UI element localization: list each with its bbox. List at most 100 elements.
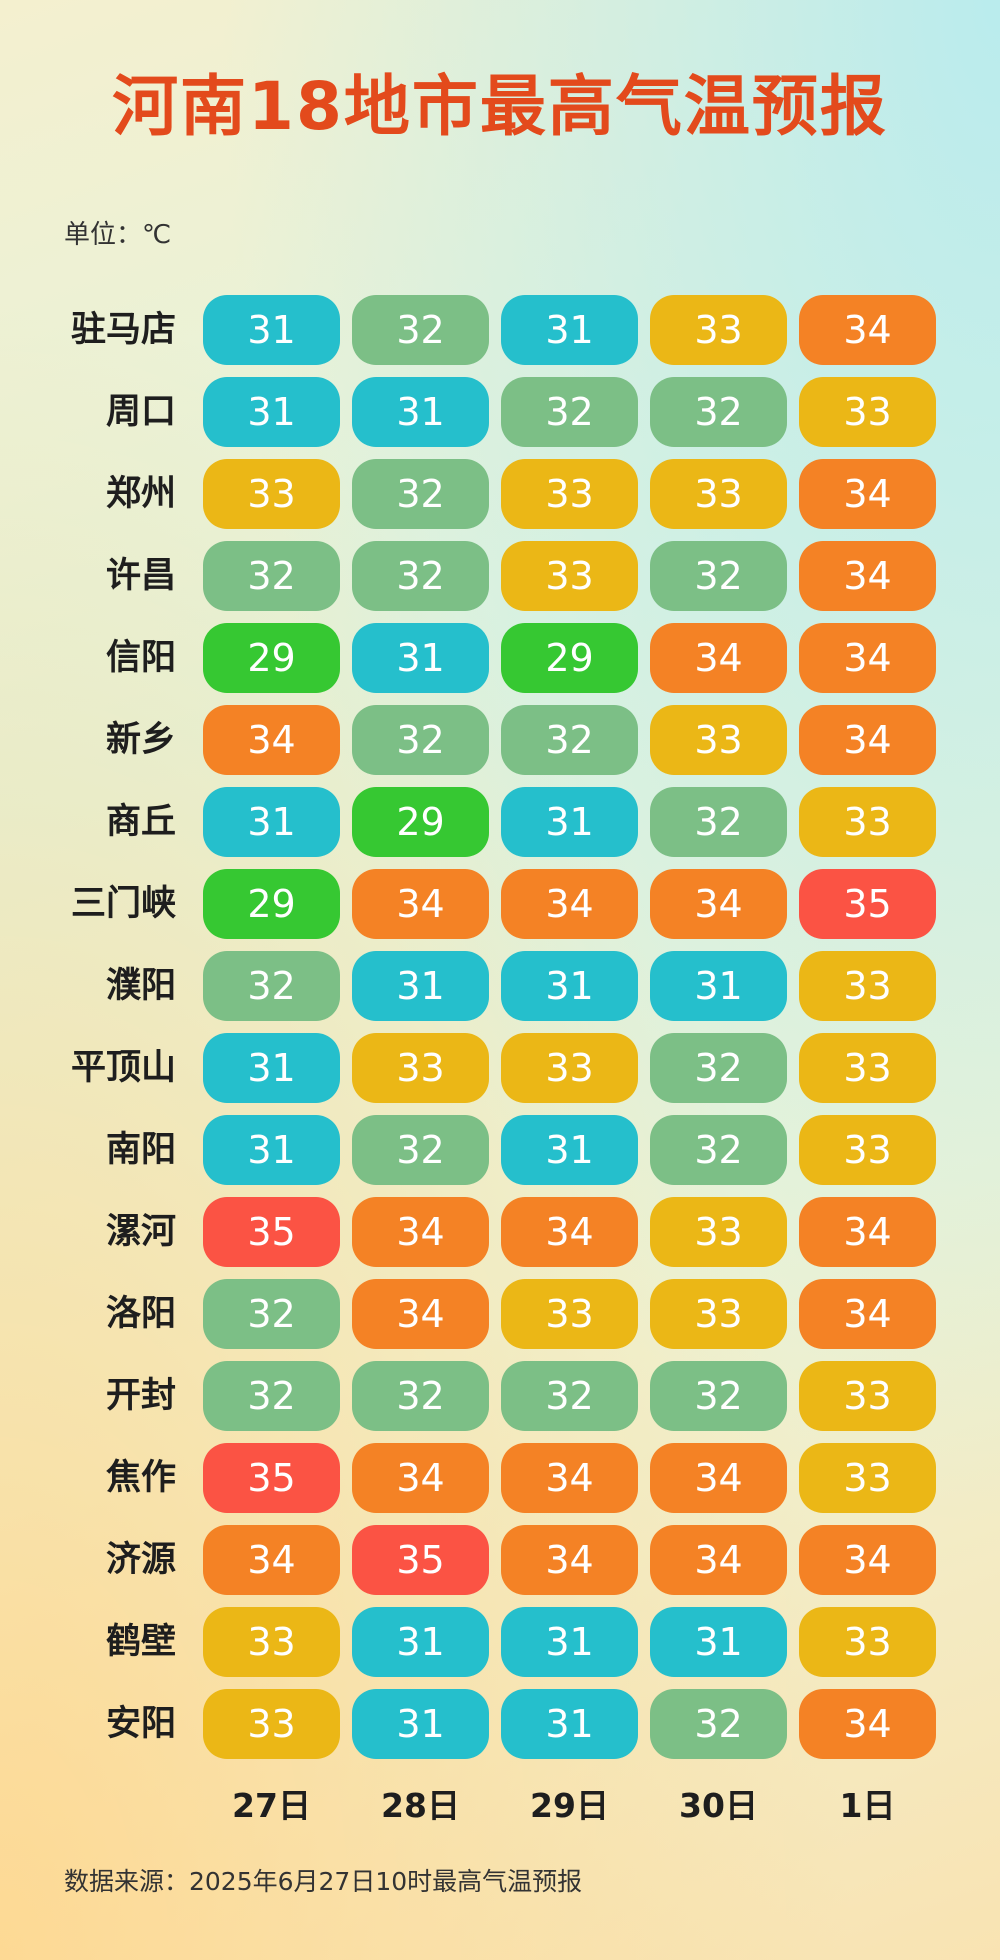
temperature-cell: 32 [203,1279,340,1349]
temperature-cell: 33 [799,1607,936,1677]
city-row: 濮阳 32 31 31 31 33 [0,951,1000,1021]
temperature-cell: 33 [799,951,936,1021]
city-row: 南阳 31 32 31 32 33 [0,1115,1000,1185]
unit-label: 单位：℃ [64,220,172,250]
temperature-cell: 33 [799,1115,936,1185]
temperature-cell: 33 [650,295,787,365]
city-label: 信阳 [105,638,176,678]
city-label: 许昌 [105,556,176,596]
city-row: 周口 31 31 32 32 33 [0,377,1000,447]
temperature-cell: 32 [650,1689,787,1759]
temperature-cell: 31 [352,623,489,693]
city-label: 开封 [105,1376,176,1416]
city-label: 三门峡 [70,884,176,924]
temperature-cell: 32 [203,1361,340,1431]
temperature-cell: 32 [650,541,787,611]
temperature-cell: 32 [352,705,489,775]
city-label: 焦作 [105,1458,176,1498]
temperature-cell: 34 [799,1525,936,1595]
temperature-cell: 34 [352,1197,489,1267]
temperature-cell: 35 [352,1525,489,1595]
city-row: 新乡 34 32 32 33 34 [0,705,1000,775]
temperature-cell: 29 [352,787,489,857]
temperature-cell: 31 [501,1689,638,1759]
temperature-cell: 34 [501,869,638,939]
city-row: 郑州 33 32 33 33 34 [0,459,1000,529]
temperature-cell: 32 [650,1115,787,1185]
temperature-cell: 33 [799,1033,936,1103]
temperature-cell: 34 [799,295,936,365]
temperature-cell: 34 [352,1443,489,1513]
city-row: 洛阳 32 34 33 33 34 [0,1279,1000,1349]
city-row: 商丘 31 29 31 32 33 [0,787,1000,857]
date-axis: 27日 28日 29日 30日 1日 [0,1776,1000,1836]
temperature-cell: 32 [352,1361,489,1431]
date-label: 27日 [232,1786,311,1825]
temperature-cell: 31 [501,295,638,365]
temperature-cell: 33 [203,1689,340,1759]
date-label: 1日 [839,1786,896,1825]
temperature-cell: 34 [501,1443,638,1513]
temperature-cell: 34 [650,869,787,939]
temperature-cell: 32 [203,541,340,611]
city-label: 济源 [105,1540,176,1580]
city-row: 信阳 29 31 29 34 34 [0,623,1000,693]
temperature-cell: 33 [799,1361,936,1431]
temperature-cell: 34 [650,1525,787,1595]
city-row: 许昌 32 32 33 32 34 [0,541,1000,611]
temperature-cell: 34 [799,1689,936,1759]
temperature-cell: 34 [799,1279,936,1349]
temperature-cell: 31 [650,951,787,1021]
city-row: 开封 32 32 32 32 33 [0,1361,1000,1431]
temperature-cell: 29 [203,869,340,939]
temperature-cell: 29 [501,623,638,693]
temperature-cell: 33 [352,1033,489,1103]
date-label: 30日 [679,1786,758,1825]
temperature-cell: 34 [650,1443,787,1513]
temperature-cell: 34 [799,705,936,775]
temperature-cell: 34 [501,1197,638,1267]
temperature-cell: 31 [650,1607,787,1677]
temperature-cell: 31 [501,1115,638,1185]
temperature-cell: 34 [650,623,787,693]
city-label: 漯河 [105,1212,176,1252]
temperature-cell: 32 [203,951,340,1021]
city-label: 平顶山 [70,1048,176,1088]
temperature-cell: 31 [203,377,340,447]
temperature-cell: 32 [501,377,638,447]
temperature-cell: 34 [799,1197,936,1267]
temperature-cell: 34 [501,1525,638,1595]
temperature-cell: 33 [799,1443,936,1513]
temperature-cell: 32 [501,1361,638,1431]
temperature-cell: 33 [203,1607,340,1677]
city-row: 安阳 33 31 31 32 34 [0,1689,1000,1759]
temperature-cell: 33 [501,1033,638,1103]
temperature-cell: 31 [203,1033,340,1103]
city-row: 三门峡 29 34 34 34 35 [0,869,1000,939]
temperature-cell: 32 [650,1033,787,1103]
city-label: 洛阳 [105,1294,176,1334]
data-source-note: 数据来源：2025年6月27日10时最高气温预报 [64,1867,583,1896]
temperature-cell: 33 [501,1279,638,1349]
city-label: 周口 [105,392,176,432]
temperature-cell: 31 [203,787,340,857]
temperature-cell: 33 [501,459,638,529]
city-label: 南阳 [105,1130,176,1170]
temperature-cell: 31 [501,787,638,857]
city-label: 商丘 [105,802,176,842]
temperature-cell: 33 [650,1279,787,1349]
temperature-cell: 32 [352,459,489,529]
city-row: 鹤壁 33 31 31 31 33 [0,1607,1000,1677]
page-title: 河南18地市最高气温预报 [112,68,888,145]
city-label: 安阳 [105,1704,176,1744]
temperature-cell: 31 [501,951,638,1021]
temperature-cell: 32 [650,1361,787,1431]
temperature-cell: 34 [799,623,936,693]
temperature-cell: 34 [203,705,340,775]
temperature-cell: 33 [650,1197,787,1267]
city-row: 驻马店 31 32 31 33 34 [0,295,1000,365]
city-label: 郑州 [105,474,176,514]
temperature-cell: 34 [799,541,936,611]
city-row: 平顶山 31 33 33 32 33 [0,1033,1000,1103]
temperature-cell: 32 [501,705,638,775]
